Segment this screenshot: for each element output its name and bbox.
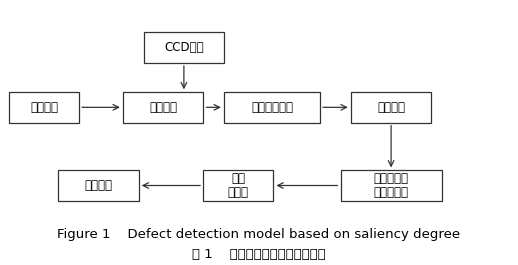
Bar: [58, 170, 139, 201]
Bar: [341, 170, 441, 201]
Text: 全局或局部
显著度计算: 全局或局部 显著度计算: [373, 171, 409, 200]
Bar: [9, 92, 79, 122]
Bar: [123, 92, 203, 122]
Text: 缺陷定位: 缺陷定位: [84, 179, 112, 192]
Text: 特征提取: 特征提取: [377, 101, 405, 114]
Text: 图像采集: 图像采集: [149, 101, 177, 114]
Bar: [143, 33, 224, 63]
Text: 预处理后图像: 预处理后图像: [251, 101, 293, 114]
Text: 图 1    基于显著度的缺陷检测模型: 图 1 基于显著度的缺陷检测模型: [192, 248, 326, 262]
Text: 综合
显著图: 综合 显著图: [228, 171, 249, 200]
Bar: [224, 92, 320, 122]
Text: Figure 1    Defect detection model based on saliency degree: Figure 1 Defect detection model based on…: [57, 228, 461, 241]
Bar: [203, 170, 274, 201]
Text: 待检物品: 待检物品: [30, 101, 58, 114]
Text: CCD相机: CCD相机: [164, 41, 204, 54]
Bar: [351, 92, 431, 122]
